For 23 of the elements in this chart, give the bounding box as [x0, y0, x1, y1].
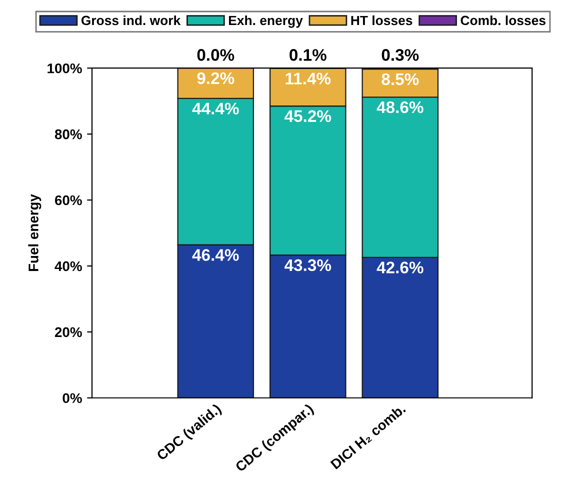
data-label: 0.3% — [382, 49, 419, 61]
data-label: 48.6% — [376, 101, 424, 114]
data-label: 44.4% — [192, 102, 239, 114]
y-tick-label: 20% — [54, 327, 82, 338]
y-tick-label: 100% — [48, 63, 82, 74]
data-label: 11.4% — [286, 72, 331, 84]
data-label: 45.2% — [284, 110, 332, 122]
y-axis-title: Fuel energy — [28, 194, 42, 272]
data-label: 0.1% — [290, 49, 326, 61]
y-tick-label: 40% — [54, 261, 82, 272]
y-tick-label: 60% — [54, 195, 82, 206]
y-tick-label: 80% — [54, 129, 82, 140]
data-label: 9.2% — [197, 72, 234, 84]
legend-label: HT losses — [351, 15, 412, 26]
data-label: 46.4% — [192, 249, 239, 261]
y-tick-label: 0% — [62, 393, 82, 404]
legend-label: Comb. losses — [460, 15, 546, 26]
data-label: 43.3% — [284, 259, 332, 272]
data-label: 8.5% — [382, 73, 419, 86]
data-label: 0.0% — [197, 49, 234, 61]
legend-label: Gross ind. work — [81, 15, 181, 26]
data-label: 42.6% — [376, 262, 424, 274]
legend-label: Exh. energy — [228, 15, 303, 28]
